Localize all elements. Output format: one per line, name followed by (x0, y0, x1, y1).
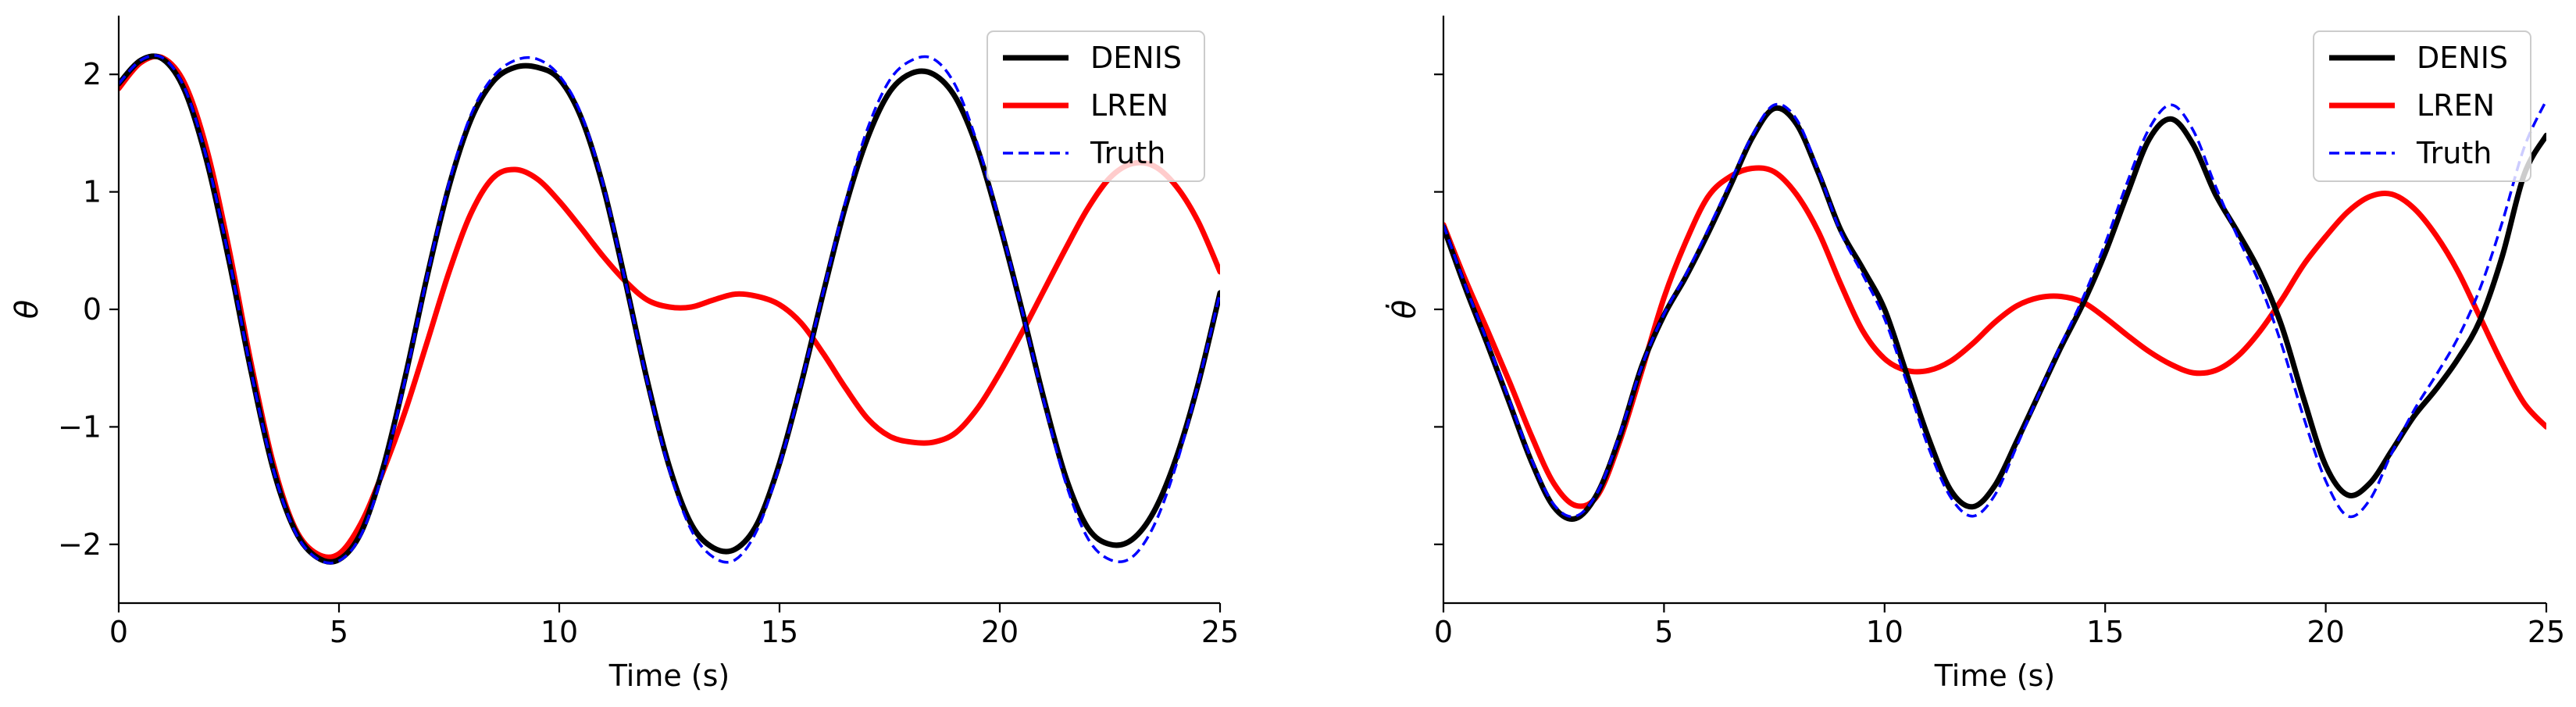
x-axis-label: Time (s) (608, 659, 730, 693)
series-line-lren (1443, 165, 2546, 509)
x-tick-label: 0 (109, 615, 128, 649)
series-line-truth (1443, 99, 2546, 519)
x-tick-label: 5 (1654, 615, 1673, 649)
legend-label-lren: LREN (2417, 88, 2495, 123)
theta-dot-y-ticks (1434, 73, 1443, 545)
x-tick-label: 10 (1866, 615, 1903, 649)
theta-dot-series-layer (1443, 99, 2546, 522)
legend-box (987, 30, 1205, 182)
theta-x-ticks: 0 5 10 15 20 25 (109, 603, 1239, 649)
series-line-truth (119, 54, 1220, 565)
y-tick-label: 0 (83, 292, 102, 327)
legend: DENIS LREN Truth (987, 30, 1205, 182)
x-tick-label: 10 (541, 615, 578, 649)
theta-dot-plot: 0 5 10 15 20 25 Time (s) θ̇ DENIS LREN Truth (1385, 16, 2565, 693)
x-tick-label: 0 (1434, 615, 1453, 649)
x-tick-label: 20 (981, 615, 1019, 649)
x-axis-label: Time (s) (1934, 659, 2056, 693)
y-tick-label: 1 (83, 175, 102, 209)
x-tick-label: 25 (2528, 615, 2565, 649)
legend-label-denis: DENIS (2417, 41, 2508, 75)
legend-box (2313, 30, 2531, 182)
x-tick-label: 5 (330, 615, 348, 649)
y-axis-label: θ̇ (1385, 300, 1423, 319)
x-tick-label: 25 (1201, 615, 1239, 649)
theta-series-layer (119, 53, 1220, 565)
legend-label-denis: DENIS (1090, 41, 1182, 75)
x-tick-label: 15 (2086, 615, 2124, 649)
theta-plot: 0 5 10 15 20 25 −2 −1 0 1 2 Time (s) θ DENIS LREN… (9, 16, 1239, 693)
y-tick-label: −1 (58, 409, 102, 444)
x-tick-label: 20 (2307, 615, 2344, 649)
y-tick-label: 2 (83, 57, 102, 91)
y-axis-label: θ (9, 300, 45, 319)
theta-y-ticks: −2 −1 0 1 2 (58, 57, 119, 562)
legend-label-truth: Truth (2416, 136, 2492, 170)
y-tick-label: −2 (58, 527, 102, 562)
theta-dot-x-ticks: 0 5 10 15 20 25 (1434, 603, 2565, 649)
legend-label-lren: LREN (1090, 88, 1168, 123)
legend: DENIS LREN Truth (2313, 30, 2531, 182)
legend-label-truth: Truth (1090, 136, 1165, 170)
x-tick-label: 15 (761, 615, 798, 649)
